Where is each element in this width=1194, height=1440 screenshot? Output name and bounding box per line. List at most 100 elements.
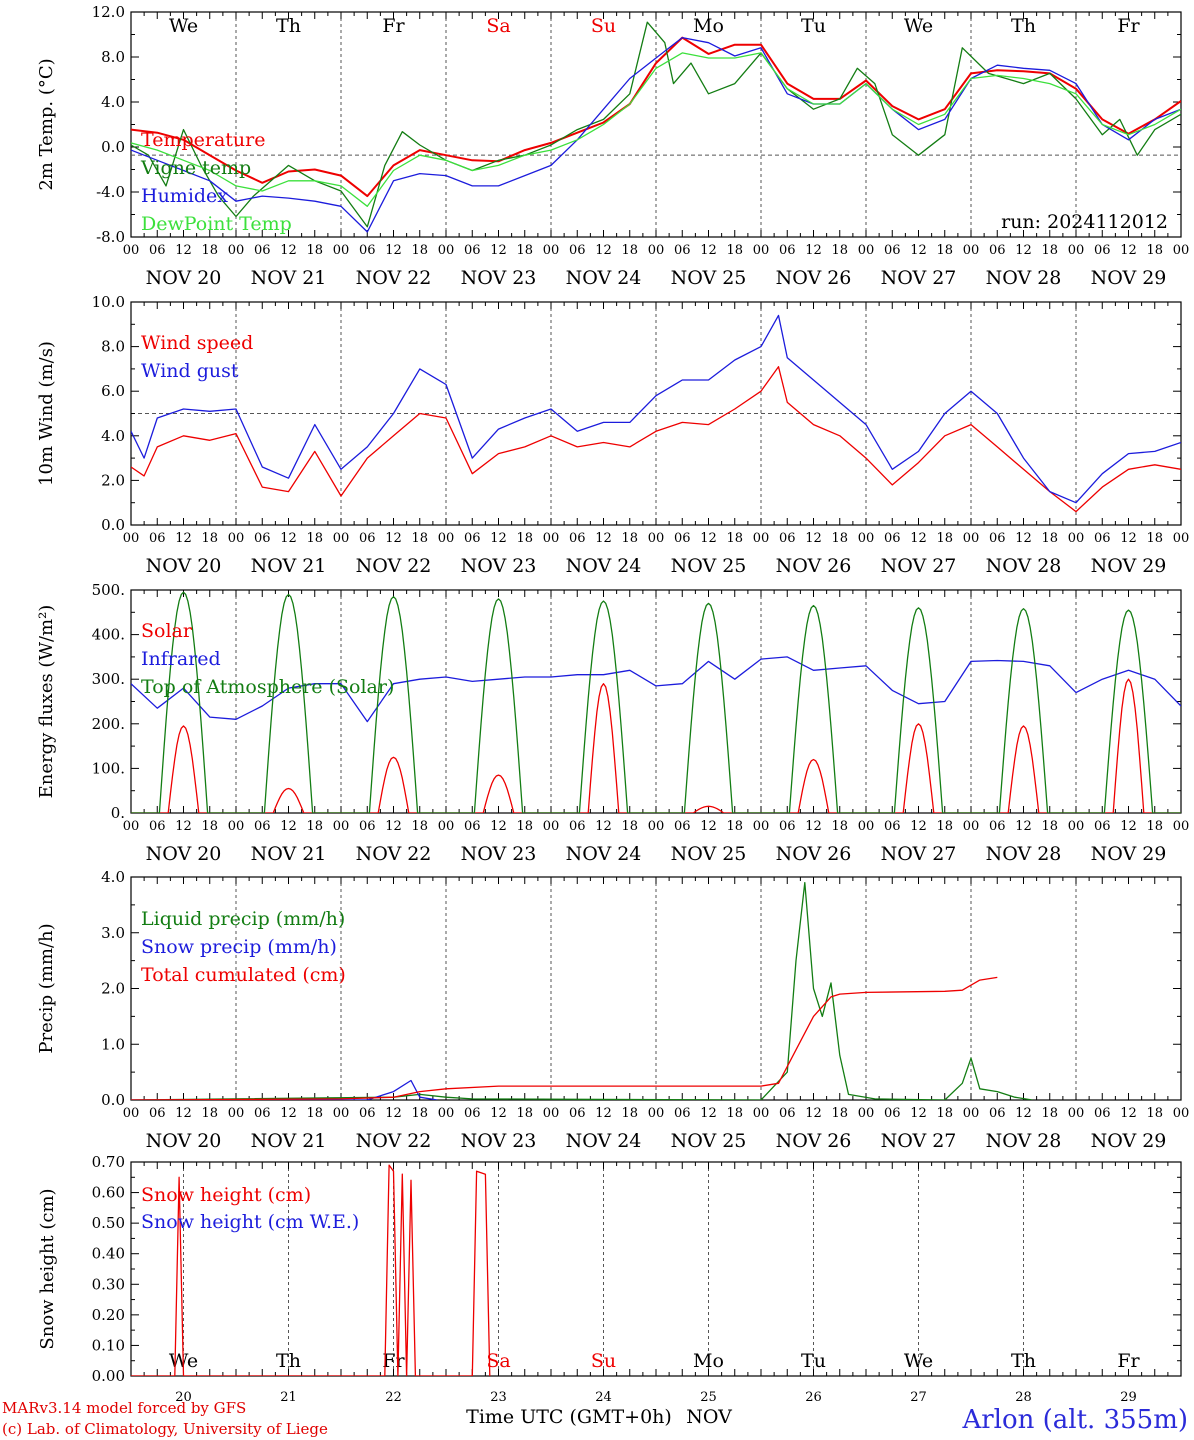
hour-label: 12 bbox=[385, 243, 402, 258]
y-tick-label: -8.0 bbox=[96, 228, 125, 246]
hour-label: 00 bbox=[1173, 531, 1190, 546]
hour-label: 00 bbox=[648, 243, 665, 258]
hour-label: 06 bbox=[1094, 243, 1111, 258]
hour-label: 00 bbox=[333, 819, 350, 834]
date-label: NOV 29 bbox=[1091, 555, 1167, 577]
series-line-2 bbox=[131, 314, 1181, 504]
panel-4: 0.0 1.0 2.0 3.0 4.0 Precip (mm/h) 00 06 12 18 NOV … bbox=[36, 868, 1189, 1152]
hour-label: 00 bbox=[123, 1106, 140, 1121]
hour-label: 18 bbox=[936, 243, 953, 258]
date-label: NOV 23 bbox=[461, 555, 537, 577]
weekday-label: Mo bbox=[693, 15, 724, 37]
legend-entry-1: Solar bbox=[141, 620, 193, 642]
weekday-label: We bbox=[169, 15, 198, 37]
y-axis-label: 2m Temp. (°C) bbox=[36, 58, 57, 190]
hour-label: 18 bbox=[516, 243, 533, 258]
y-tick-label: 4.0 bbox=[101, 868, 125, 886]
hour-label: 12 bbox=[1015, 1106, 1032, 1121]
y-tick-label: 0.30 bbox=[92, 1275, 125, 1293]
y-tick-label: 300. bbox=[92, 670, 125, 688]
location-label: Arlon (alt. 355m) bbox=[961, 1405, 1188, 1435]
date-label: NOV 21 bbox=[251, 267, 327, 289]
panel-2: 0.0 2.0 4.0 6.0 8.0 10.0 10m Wind (m/s) 00 06 12 1… bbox=[36, 293, 1189, 577]
hour-label: 00 bbox=[438, 243, 455, 258]
x-axis-month: NOV bbox=[686, 1406, 732, 1428]
legend-entry-2: Wind gust bbox=[141, 360, 239, 382]
hour-label: 12 bbox=[490, 1106, 507, 1121]
hour-label: 18 bbox=[831, 531, 848, 546]
hour-label: 18 bbox=[726, 1106, 743, 1121]
hour-label: 00 bbox=[228, 531, 245, 546]
y-axis-label: Energy fluxes (W/m²) bbox=[36, 605, 57, 799]
series-group bbox=[131, 314, 1181, 513]
hour-label: 06 bbox=[149, 1106, 166, 1121]
hour-label: 12 bbox=[175, 531, 192, 546]
series-line-1 bbox=[131, 1164, 491, 1376]
hour-label: 12 bbox=[805, 531, 822, 546]
panel-3: 0. 100. 200. 300. 400. 500. Energy fluxes (W/m… bbox=[36, 581, 1189, 865]
hour-label: 06 bbox=[359, 819, 376, 834]
hour-label: 06 bbox=[569, 819, 586, 834]
weekday-label: Tu bbox=[801, 15, 826, 37]
hour-label: 00 bbox=[1173, 1106, 1190, 1121]
hour-label: 06 bbox=[359, 243, 376, 258]
hour-label: 06 bbox=[1094, 1106, 1111, 1121]
hour-label: 18 bbox=[1146, 819, 1163, 834]
hour-label: 06 bbox=[149, 819, 166, 834]
hour-label: 12 bbox=[805, 243, 822, 258]
weekday-label: Sa bbox=[486, 15, 510, 37]
hour-label: 00 bbox=[543, 243, 560, 258]
hour-label: 00 bbox=[858, 1106, 875, 1121]
hour-label: 12 bbox=[1120, 531, 1137, 546]
y-tick-label: 3.0 bbox=[101, 924, 125, 942]
hour-label: 18 bbox=[201, 1106, 218, 1121]
hour-label: 00 bbox=[963, 1106, 980, 1121]
date-label: NOV 27 bbox=[881, 1130, 957, 1152]
day-number-label: 20 bbox=[175, 1390, 192, 1405]
hour-label: 06 bbox=[464, 531, 481, 546]
series-group bbox=[131, 591, 1181, 813]
hour-label: 18 bbox=[411, 531, 428, 546]
y-tick-label: 2.0 bbox=[101, 980, 125, 998]
y-tick-label: 8.0 bbox=[101, 48, 125, 66]
hour-label: 00 bbox=[1068, 1106, 1085, 1121]
credit-line-2: (c) Lab. of Climatology, University of L… bbox=[2, 1420, 328, 1438]
legend-entry-3: Top of Atmosphere (Solar) bbox=[141, 676, 394, 698]
hour-label: 00 bbox=[438, 531, 455, 546]
hour-label: 06 bbox=[569, 1106, 586, 1121]
hour-label: 06 bbox=[569, 531, 586, 546]
hour-label: 06 bbox=[149, 531, 166, 546]
hour-label: 12 bbox=[1015, 819, 1032, 834]
legend-entry-2: Vigne temp bbox=[140, 157, 251, 179]
hour-label: 06 bbox=[989, 243, 1006, 258]
series-line-2 bbox=[131, 21, 1181, 228]
hour-label: 06 bbox=[674, 819, 691, 834]
hour-label: 00 bbox=[1068, 531, 1085, 546]
hour-label: 00 bbox=[753, 531, 770, 546]
hour-label: 18 bbox=[1146, 243, 1163, 258]
hour-label: 12 bbox=[490, 531, 507, 546]
hour-label: 18 bbox=[306, 531, 323, 546]
series-group bbox=[131, 21, 1181, 233]
hour-label: 18 bbox=[621, 531, 638, 546]
hour-label: 06 bbox=[1094, 819, 1111, 834]
hour-label: 18 bbox=[516, 531, 533, 546]
hour-label: 12 bbox=[175, 243, 192, 258]
hour-label: 18 bbox=[306, 819, 323, 834]
date-label: NOV 25 bbox=[671, 843, 747, 865]
legend-entry-3: Humidex bbox=[141, 185, 228, 207]
hour-label: 06 bbox=[779, 819, 796, 834]
hour-label: 00 bbox=[1173, 819, 1190, 834]
weekday-label: Su bbox=[591, 15, 616, 37]
hour-label: 00 bbox=[963, 531, 980, 546]
plot-frame bbox=[130, 11, 1182, 238]
date-label: NOV 22 bbox=[356, 1130, 432, 1152]
hour-label: 18 bbox=[201, 243, 218, 258]
weekday-label: Th bbox=[1011, 15, 1036, 37]
date-label: NOV 26 bbox=[776, 1130, 852, 1152]
hour-label: 18 bbox=[1146, 1106, 1163, 1121]
hour-label: 06 bbox=[884, 819, 901, 834]
date-label: NOV 20 bbox=[146, 267, 222, 289]
hour-label: 00 bbox=[543, 531, 560, 546]
